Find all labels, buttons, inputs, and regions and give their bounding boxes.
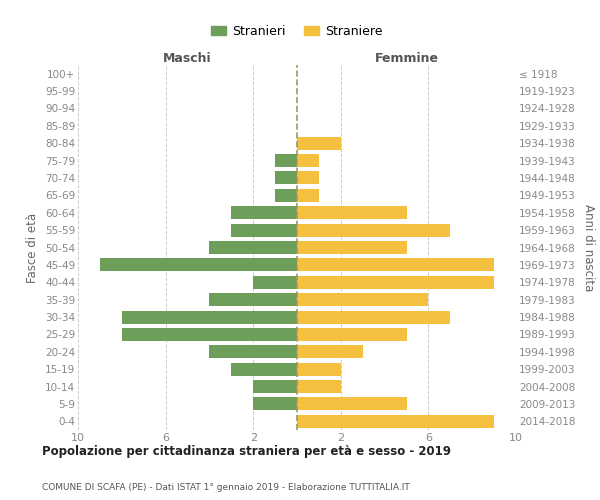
Bar [232, 224, 297, 236]
Bar [297, 258, 494, 272]
Bar [297, 154, 319, 167]
Bar [122, 310, 297, 324]
Bar [297, 380, 341, 393]
Bar [275, 172, 297, 184]
Bar [100, 258, 297, 272]
Bar [297, 172, 319, 184]
Bar [297, 346, 362, 358]
Bar [297, 189, 319, 202]
Bar [253, 276, 297, 289]
Bar [275, 189, 297, 202]
Text: Popolazione per cittadinanza straniera per età e sesso - 2019: Popolazione per cittadinanza straniera p… [42, 444, 451, 458]
Bar [209, 293, 297, 306]
Bar [297, 276, 494, 289]
Legend: Stranieri, Straniere: Stranieri, Straniere [206, 20, 388, 43]
Bar [297, 362, 341, 376]
Bar [232, 362, 297, 376]
Bar [297, 310, 450, 324]
Bar [253, 380, 297, 393]
Bar [297, 398, 407, 410]
Bar [297, 293, 428, 306]
Y-axis label: Anni di nascita: Anni di nascita [582, 204, 595, 291]
Bar [297, 415, 494, 428]
Bar [122, 328, 297, 341]
Bar [275, 154, 297, 167]
Bar [297, 328, 407, 341]
Bar [209, 241, 297, 254]
Text: COMUNE DI SCAFA (PE) - Dati ISTAT 1° gennaio 2019 - Elaborazione TUTTITALIA.IT: COMUNE DI SCAFA (PE) - Dati ISTAT 1° gen… [42, 484, 410, 492]
Bar [297, 241, 407, 254]
Bar [297, 206, 407, 220]
Bar [232, 206, 297, 220]
Text: Maschi: Maschi [163, 52, 212, 65]
Bar [209, 346, 297, 358]
Bar [297, 136, 341, 149]
Bar [297, 224, 450, 236]
Text: Femmine: Femmine [374, 52, 439, 65]
Bar [253, 398, 297, 410]
Y-axis label: Fasce di età: Fasce di età [26, 212, 40, 282]
